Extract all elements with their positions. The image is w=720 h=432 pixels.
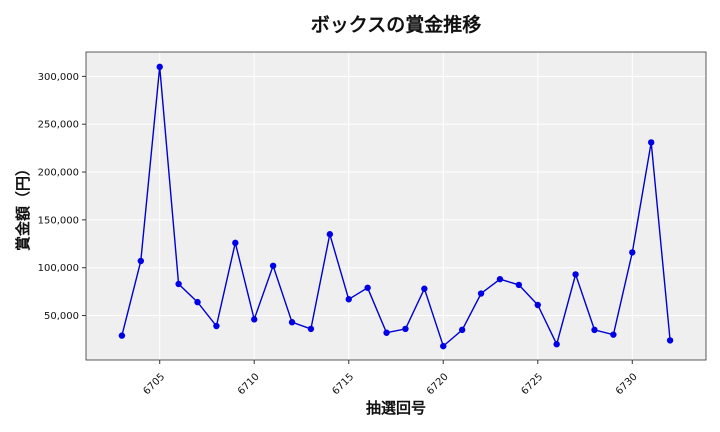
y-tick-label: 100,000 [38, 263, 79, 274]
y-tick-label: 200,000 [38, 168, 79, 179]
data-point [307, 325, 315, 333]
x-tick-label: 6715 [331, 371, 357, 397]
data-point [496, 275, 504, 283]
x-axis-label: 抽選回号 [366, 399, 426, 417]
data-point [383, 329, 390, 336]
data-point [591, 326, 598, 334]
data-point [534, 301, 541, 309]
y-tick-label: 300,000 [38, 72, 79, 83]
data-point [647, 139, 655, 146]
chart-title: ボックスの賞金推移 [311, 13, 481, 36]
y-tick-label: 50,000 [44, 311, 79, 322]
data-point [629, 249, 636, 256]
x-tick-label: 6710 [236, 371, 262, 397]
data-point [251, 316, 258, 323]
y-axis-label: 賞金額（円） [14, 161, 32, 251]
data-point [232, 239, 239, 247]
x-tick-label: 6705 [141, 371, 167, 397]
data-point [666, 337, 674, 344]
series-line [121, 66, 671, 348]
data-point [421, 285, 428, 292]
data-point [553, 341, 560, 348]
data-point [269, 262, 277, 269]
data-point [402, 325, 409, 333]
data-point [137, 257, 145, 265]
data-point [213, 322, 220, 330]
data-point [610, 331, 617, 338]
data-point [477, 290, 485, 297]
data-point [156, 63, 163, 71]
data-point [440, 342, 447, 350]
y-tick-label: 150,000 [38, 215, 79, 226]
data-point [288, 319, 296, 326]
x-tick-label: 6730 [614, 371, 640, 397]
data-point [572, 271, 579, 278]
data-point [345, 296, 352, 303]
series [118, 63, 674, 350]
data-point [326, 231, 334, 238]
data-point [364, 284, 371, 291]
data-point [515, 281, 523, 289]
data-point [118, 332, 126, 339]
plot-frame [85, 51, 707, 361]
x-tick-label: 6725 [520, 371, 546, 397]
plot-background [86, 52, 706, 360]
data-point [194, 298, 201, 306]
x-tick-label: 6720 [425, 371, 451, 397]
data-point [458, 326, 466, 334]
grid [86, 52, 706, 360]
data-point [175, 280, 182, 288]
y-tick-label: 250,000 [38, 120, 79, 131]
